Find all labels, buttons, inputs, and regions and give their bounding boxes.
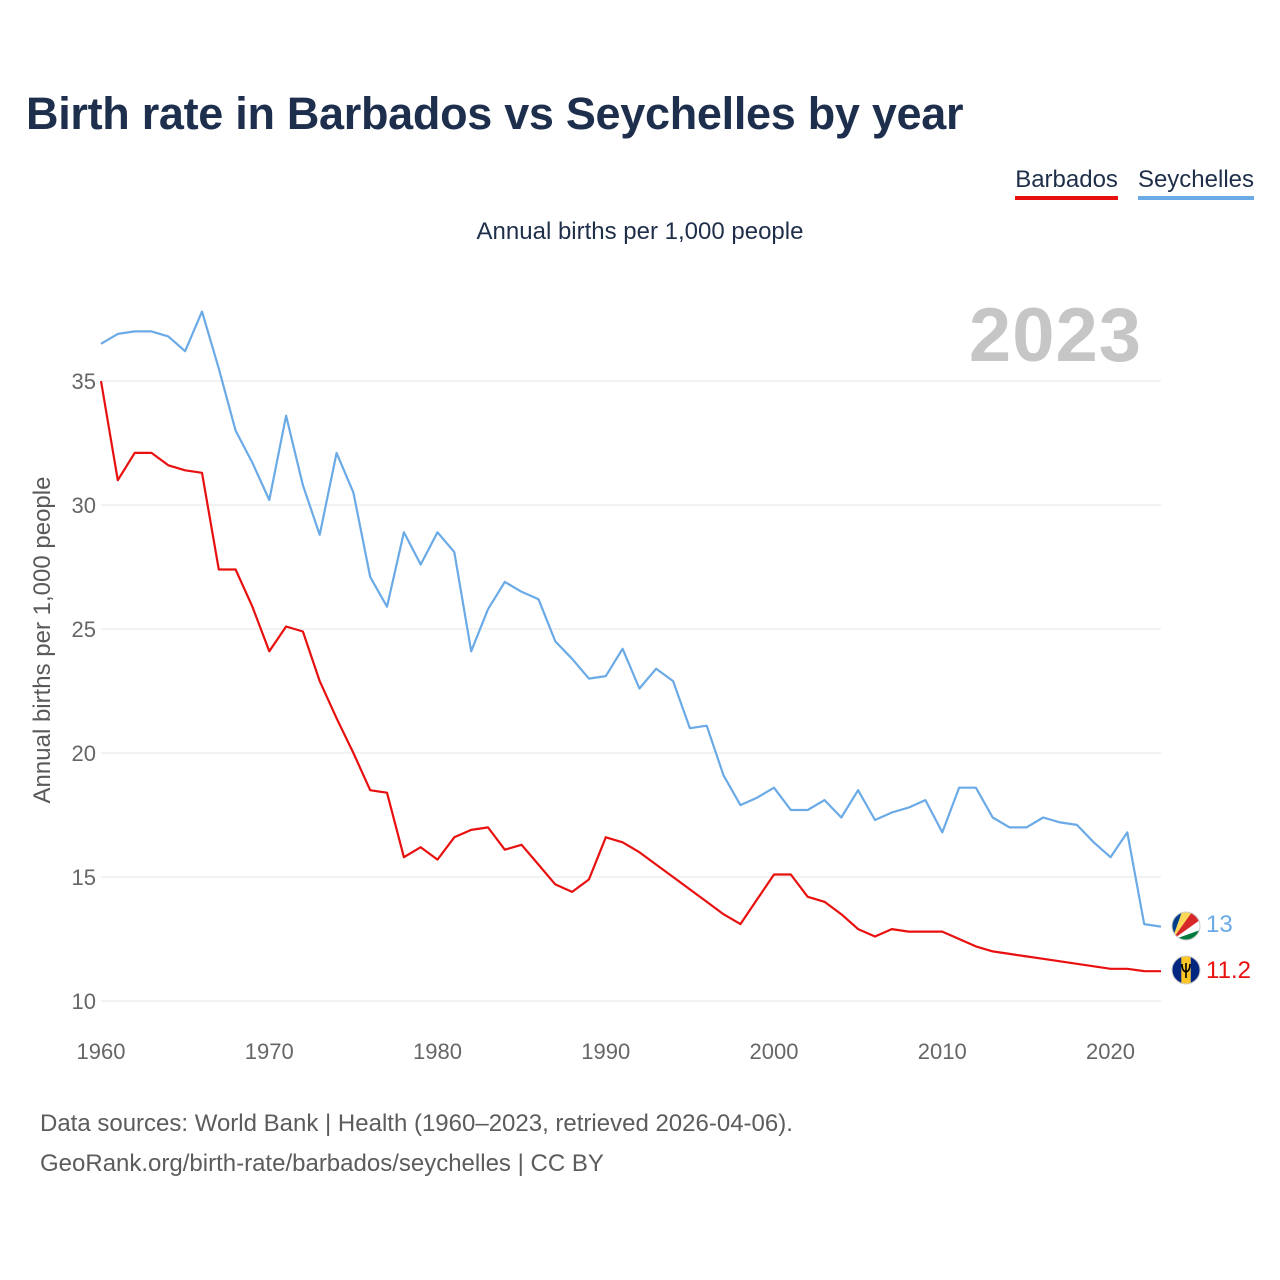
x-tick-label: 1970: [245, 1039, 294, 1064]
x-tick-label: 1990: [581, 1039, 630, 1064]
end-label-barbados: 11.2: [1206, 957, 1251, 984]
y-tick-label: 15: [72, 865, 96, 890]
legend-item-seychelles[interactable]: Seychelles: [1137, 166, 1254, 200]
footer-link[interactable]: GeoRank.org/birth-rate/barbados/seychell…: [40, 1150, 604, 1177]
chart-title: Birth rate in Barbados vs Seychelles by …: [26, 88, 964, 139]
x-tick-label: 1960: [77, 1039, 126, 1064]
y-tick-label: 35: [72, 369, 96, 394]
x-tick-label: 2010: [918, 1039, 967, 1064]
series-line-barbados[interactable]: [99, 380, 1161, 973]
chart-subtitle: Annual births per 1,000 people: [476, 218, 804, 245]
y-tick-label: 20: [72, 741, 96, 766]
end-label-seychelles: 13: [1206, 911, 1233, 938]
y-tick-label: 25: [72, 617, 96, 642]
y-tick-label: 10: [72, 989, 96, 1014]
footer-source: Data sources: World Bank | Health (1960–…: [40, 1110, 793, 1137]
y-tick-label: 30: [72, 493, 96, 518]
year-overlay: 2023: [968, 293, 1142, 378]
x-tick-label: 1980: [413, 1039, 462, 1064]
x-tick-label: 2000: [750, 1039, 799, 1064]
series-line-seychelles[interactable]: [100, 310, 1162, 928]
seychelles-flag-icon: [1171, 911, 1201, 941]
legend-item-barbados[interactable]: Barbados: [1015, 166, 1118, 200]
legend: Barbados Seychelles: [1015, 166, 1254, 200]
x-tick-label: 2020: [1086, 1039, 1135, 1064]
barbados-flag-icon: [1171, 955, 1201, 985]
footer: Data sources: World Bank | Health (1960–…: [40, 1104, 793, 1184]
